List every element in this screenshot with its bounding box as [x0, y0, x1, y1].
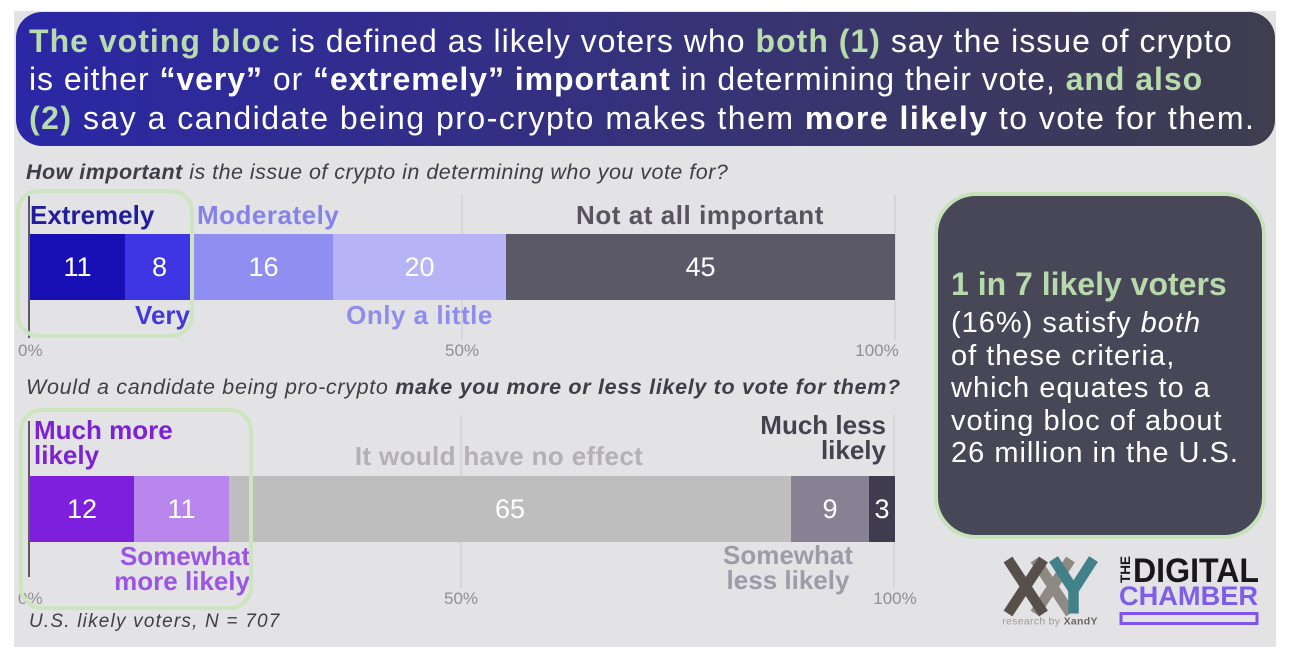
svg-text:THE: THE: [1117, 556, 1133, 583]
svg-text:DIGITAL: DIGITAL: [1133, 552, 1259, 590]
svg-text:CHAMBER: CHAMBER: [1119, 581, 1258, 611]
svg-text:research by XandY: research by XandY: [1002, 616, 1098, 628]
